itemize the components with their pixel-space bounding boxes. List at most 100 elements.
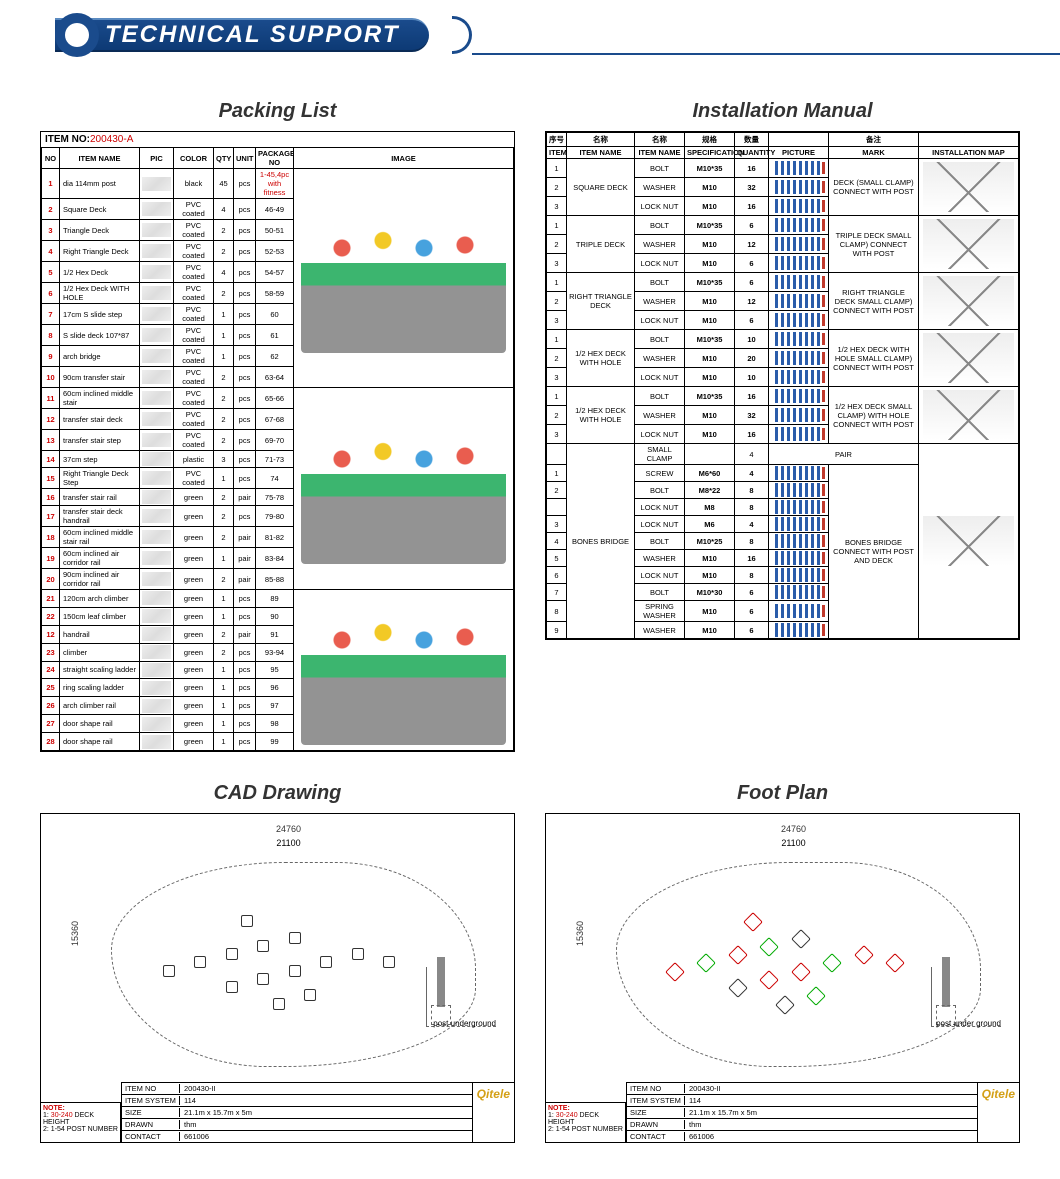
table-cell: PVC coated xyxy=(174,241,214,262)
table-cell: S slide deck 107*87 xyxy=(60,325,140,346)
table-cell: 71-73 xyxy=(256,451,294,468)
installation-manual-panel: 序号名称名称规格数量备注 ITEMITEM NAMEITEM NAMESPECI… xyxy=(545,131,1020,640)
title-block-row: DRAWNthm xyxy=(627,1119,977,1131)
table-cell: 1/2 Hex Deck WITH HOLE xyxy=(60,283,140,304)
table-cell: pcs xyxy=(234,715,256,733)
packing-list-section: Packing List ITEM NO:200430-A NOITEM NAM… xyxy=(40,100,515,752)
table-cell: 2 xyxy=(214,569,234,590)
table-cell: M10*35 xyxy=(685,330,735,349)
table-cell xyxy=(547,499,567,516)
table-cell: 3 xyxy=(42,220,60,241)
table-cell: 16 xyxy=(735,387,769,406)
table-header-cell: ITEM NAME xyxy=(567,147,635,159)
table-cell: 120cm arch climber xyxy=(60,590,140,608)
title-block-label: CONTACT xyxy=(125,1132,180,1141)
installation-map-cell xyxy=(919,216,1019,273)
table-cell: 7 xyxy=(547,584,567,601)
table-header-cell: ITEM xyxy=(547,147,567,159)
playground-image xyxy=(301,203,505,353)
table-cell xyxy=(769,406,829,425)
table-cell: WASHER xyxy=(635,349,685,368)
cad-nodes xyxy=(131,882,446,1047)
table-cell: 62 xyxy=(256,346,294,367)
title-block-value: 114 xyxy=(685,1096,701,1105)
table-cell xyxy=(769,550,829,567)
table-cell xyxy=(140,548,174,569)
table-cell: 63-64 xyxy=(256,367,294,388)
table-cell: WASHER xyxy=(635,550,685,567)
table-cell: pcs xyxy=(234,697,256,715)
table-cell: 95 xyxy=(256,661,294,679)
table-cell: pcs xyxy=(234,661,256,679)
table-cell: PVC coated xyxy=(174,262,214,283)
title-block-label: ITEM SYSTEM xyxy=(125,1096,180,1105)
table-cell: 54-57 xyxy=(256,262,294,283)
table-header-cell xyxy=(769,133,829,147)
post-underground-detail: post under ground xyxy=(931,967,1001,1027)
table-cell: 1 xyxy=(214,325,234,346)
table-cell: 6 xyxy=(547,567,567,584)
table-cell: black xyxy=(174,169,214,199)
post-underground-label: post under ground xyxy=(936,1019,1001,1028)
table-cell xyxy=(140,430,174,451)
table-row: 1160cm inclined middle stairPVC coated2p… xyxy=(42,388,514,409)
table-cell: transfer stair rail xyxy=(60,489,140,506)
table-cell: 97 xyxy=(256,697,294,715)
table-cell: PVC coated xyxy=(174,367,214,388)
table-cell: 1 xyxy=(547,216,567,235)
title-block-label: DRAWN xyxy=(630,1120,685,1129)
table-cell: M10 xyxy=(685,601,735,622)
table-image-cell xyxy=(294,590,514,751)
table-cell xyxy=(140,661,174,679)
table-cell: PVC coated xyxy=(174,325,214,346)
table-cell: SMALL CLAMP xyxy=(635,444,685,465)
table-cell: M10 xyxy=(685,311,735,330)
installation-map-cell xyxy=(919,273,1019,330)
cad-drawing-section: CAD Drawing 24760 21100 15360 xyxy=(40,782,515,1143)
title-block-value: 21.1m x 15.7m x 5m xyxy=(180,1108,252,1117)
table-header-cell xyxy=(919,133,1019,147)
table-cell: WASHER xyxy=(635,292,685,311)
table-cell: 89 xyxy=(256,590,294,608)
table-cell xyxy=(140,169,174,199)
table-cell: LOCK NUT xyxy=(635,499,685,516)
table-cell: 6 xyxy=(735,601,769,622)
table-cell: dia 114mm post xyxy=(60,169,140,199)
table-cell: 1 xyxy=(214,548,234,569)
banner-bar: TECHNICAL SUPPORT xyxy=(55,18,429,52)
title-block-label: DRAWN xyxy=(125,1120,180,1129)
title-block-label: SIZE xyxy=(125,1108,180,1117)
table-cell: 27 xyxy=(42,715,60,733)
table-cell: 1 xyxy=(214,679,234,697)
table-cell xyxy=(769,533,829,550)
table-cell: 1 xyxy=(547,465,567,482)
title-block-label: SIZE xyxy=(630,1108,685,1117)
table-cell: pair xyxy=(234,569,256,590)
table-cell: 60 xyxy=(256,304,294,325)
table-cell xyxy=(140,220,174,241)
table-cell: 12 xyxy=(42,625,60,643)
table-cell: 5 xyxy=(547,550,567,567)
table-header-cell: IMAGE xyxy=(294,148,514,169)
table-image-cell xyxy=(294,388,514,590)
foot-plan-title: Foot Plan xyxy=(545,782,1020,805)
foot-nodes xyxy=(636,882,951,1047)
mark-cell: RIGHT TRIANGLE DECK SMALL CLAMP) CONNECT… xyxy=(829,273,919,330)
table-cell xyxy=(140,715,174,733)
table-cell: 1 xyxy=(547,387,567,406)
table-cell: handrail xyxy=(60,625,140,643)
cad-dim-width-inner: 21100 xyxy=(276,838,300,848)
table-cell: 25 xyxy=(42,679,60,697)
table-cell: 83-84 xyxy=(256,548,294,569)
title-block-row: SIZE21.1m x 15.7m x 5m xyxy=(122,1107,472,1119)
table-cell xyxy=(140,304,174,325)
table-cell: 67-68 xyxy=(256,409,294,430)
table-cell: 10 xyxy=(735,330,769,349)
title-block-value: 21.1m x 15.7m x 5m xyxy=(685,1108,757,1117)
table-cell: 79-80 xyxy=(256,506,294,527)
table-cell: 6 xyxy=(735,311,769,330)
table-cell: SCREW xyxy=(635,465,685,482)
table-cell xyxy=(140,199,174,220)
table-cell xyxy=(140,489,174,506)
table-cell: 9 xyxy=(547,622,567,639)
